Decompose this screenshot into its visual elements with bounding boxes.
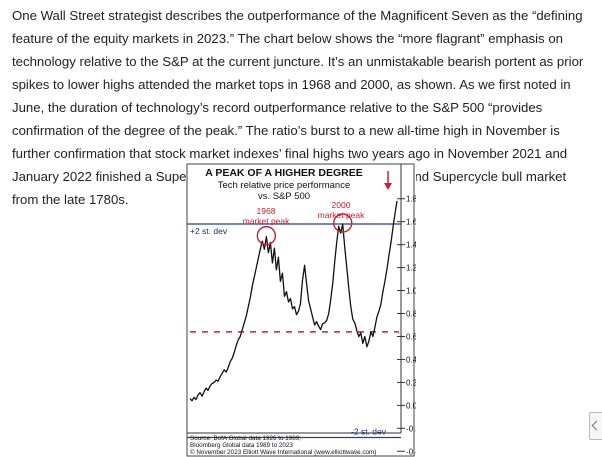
source-line-3: © November 2023 Elliott Wave Internation…	[190, 448, 376, 456]
chart-figure: A PEAK OF A HIGHER DEGREE Tech relative …	[186, 163, 416, 457]
chart-title: A PEAK OF A HIGHER DEGREE	[205, 167, 363, 179]
y-tick-label: 1.2	[406, 264, 416, 273]
side-panel-toggle[interactable]	[589, 412, 602, 440]
peak-1968-circle	[256, 225, 277, 246]
article-text: One Wall Street strategist describes the…	[12, 4, 594, 211]
plus-2-stdev-label: +2 st. dev	[190, 226, 228, 236]
article-paragraph: One Wall Street strategist describes the…	[12, 8, 584, 207]
chart-subtitle-line2: vs. S&P 500	[258, 191, 310, 202]
minus-2-stdev-label: -2 st. dev	[351, 426, 387, 436]
y-tick-label: 0.8	[406, 310, 416, 319]
chart-frame	[186, 163, 415, 457]
current-peak-arrow	[384, 171, 392, 190]
source-line-2: Bloomberg Global data 1989 to 2023	[190, 442, 293, 449]
source-line-1: Source: BofA Global data 1926 to 1989;	[190, 435, 301, 442]
tech-relative-chart: A PEAK OF A HIGHER DEGREE Tech relative …	[186, 163, 416, 457]
y-tick-label: 0.2	[406, 378, 416, 387]
y-tick-label: -0.4	[406, 447, 416, 456]
y-tick-label: 1.0	[406, 287, 416, 296]
tech-relative-series-line	[189, 200, 398, 402]
peak-2000-label-line1: 2000	[332, 200, 351, 210]
chart-subtitle-line1: Tech relative price performance	[218, 180, 351, 191]
y-tick-label: 1.4	[406, 241, 416, 250]
y-tick-label: 0.0	[406, 401, 416, 410]
y-tick-label: 1.6	[406, 218, 416, 227]
y-tick-label: -0.2	[406, 424, 416, 433]
peak-1968-label-line2: market peak	[243, 216, 291, 226]
peak-2000-circle	[333, 213, 353, 233]
peak-1968-label-line1: 1968	[257, 206, 276, 216]
y-axis-ticks: 1.8 1.6 1.4 1.2 1.0 0.8 0.6 0.4 0.2 0.0 -0.2 -0.4	[397, 195, 416, 456]
peak-2000-label-line2: market peak	[318, 210, 366, 220]
y-tick-label: 0.6	[406, 332, 416, 341]
y-tick-label: 0.4	[406, 355, 416, 364]
y-tick-label: 1.8	[406, 195, 416, 204]
